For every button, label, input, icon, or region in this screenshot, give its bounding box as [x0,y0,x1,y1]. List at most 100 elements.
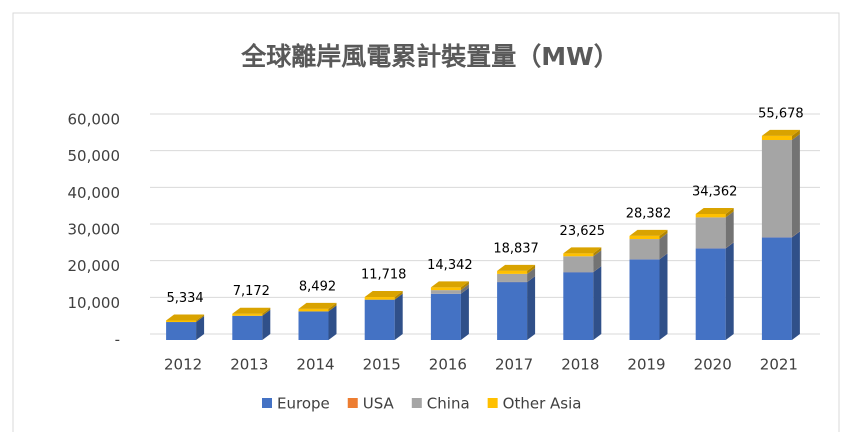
bar-segment [298,311,329,340]
bar-segment [166,320,197,323]
chart-title: 全球離岸風電累計裝置量（MW） [240,42,618,71]
bar-segment [430,293,461,340]
bar-segment [497,270,528,274]
y-tick-label: 30,000 [68,221,121,239]
bar-segment [497,273,528,282]
y-tick-label: 20,000 [68,257,121,275]
x-tick-label: 2017 [495,356,533,374]
bar-segment [166,322,197,340]
bar-segment [629,235,660,240]
legend-swatch [487,398,498,408]
bar-side [262,307,271,316]
bar-top [430,281,469,288]
data-label: 14,342 [427,258,473,273]
x-tick-label: 2021 [760,356,798,374]
y-tick-label: - [115,331,120,349]
bar-side [659,253,668,340]
bar-side [725,242,734,249]
bar-top [629,229,668,236]
bar-segment [761,135,792,141]
bar-side [527,275,536,283]
bar-segment [629,239,660,260]
bar-side [791,134,800,238]
bar-side [791,231,800,340]
bar-segment [497,282,528,340]
bar-side [659,229,668,240]
bar-top [232,307,271,314]
x-tick-label: 2012 [164,356,202,374]
legend-swatch [411,398,422,408]
y-tick-label: 50,000 [68,147,121,165]
bar-side [262,309,271,340]
chart-frame [12,12,840,432]
bar-side [791,129,800,141]
bar-segment [629,259,660,340]
x-tick-label: 2015 [363,356,401,374]
bar-segment [232,315,263,340]
data-label: 23,625 [560,224,606,239]
data-label: 11,718 [361,268,407,283]
bar-segment [232,313,263,316]
bar-side [328,302,337,312]
bar-top [364,291,403,298]
data-label: 55,678 [758,106,804,121]
x-tick-label: 2019 [627,356,665,374]
bar-side [394,293,403,340]
bar-top [761,129,800,136]
bar-segment [364,297,395,300]
bar-side [460,284,469,294]
bar-top [497,264,536,271]
bar-side [460,281,469,291]
bar-segment [430,290,461,294]
data-label: 8,492 [299,279,336,294]
bar-segment [761,140,792,238]
bar-side [593,266,602,340]
bar-side [527,267,536,282]
legend-label: USA [363,395,395,413]
bar-top [298,302,337,309]
x-tick-label: 2018 [561,356,599,374]
bar-side [725,211,734,249]
x-tick-label: 2016 [429,356,467,374]
bar-side [593,266,602,273]
legend-swatch [262,398,272,408]
x-tick-label: 2020 [694,356,732,374]
bar-side [593,247,602,257]
bar-top [563,247,602,254]
data-label: 34,362 [692,185,738,200]
legend-label: China [427,395,470,413]
bar-segment [563,256,594,273]
data-label: 7,172 [233,284,270,299]
bar-segment [695,217,726,249]
bar-side [394,291,403,300]
bar-segment [695,214,726,218]
bar-segment [563,272,594,340]
legend-label: Europe [277,395,330,413]
bar-side [725,208,734,218]
bar-side [328,305,337,340]
y-tick-label: 10,000 [68,294,121,312]
bar-segment [563,253,594,257]
bar-side [196,314,205,323]
bar-side [659,233,668,260]
bar-side [460,287,469,340]
bar-side [725,242,734,340]
bar-segment [364,299,395,340]
bar-top [695,208,734,215]
legend-swatch [347,398,358,408]
bar-side [196,316,205,340]
legend-label: Other Asia [503,395,582,413]
bar-segment [695,248,726,340]
x-tick-label: 2014 [296,356,334,374]
data-label: 28,382 [626,206,672,221]
bar-top [166,314,205,321]
bar-side [527,276,536,340]
bar-segment [761,237,792,340]
x-tick-label: 2013 [230,356,268,374]
bar-side [659,253,668,260]
bar-segment [298,308,329,312]
data-label: 18,837 [493,241,539,256]
y-tick-label: 60,000 [68,111,121,129]
data-label: 5,334 [166,291,203,306]
